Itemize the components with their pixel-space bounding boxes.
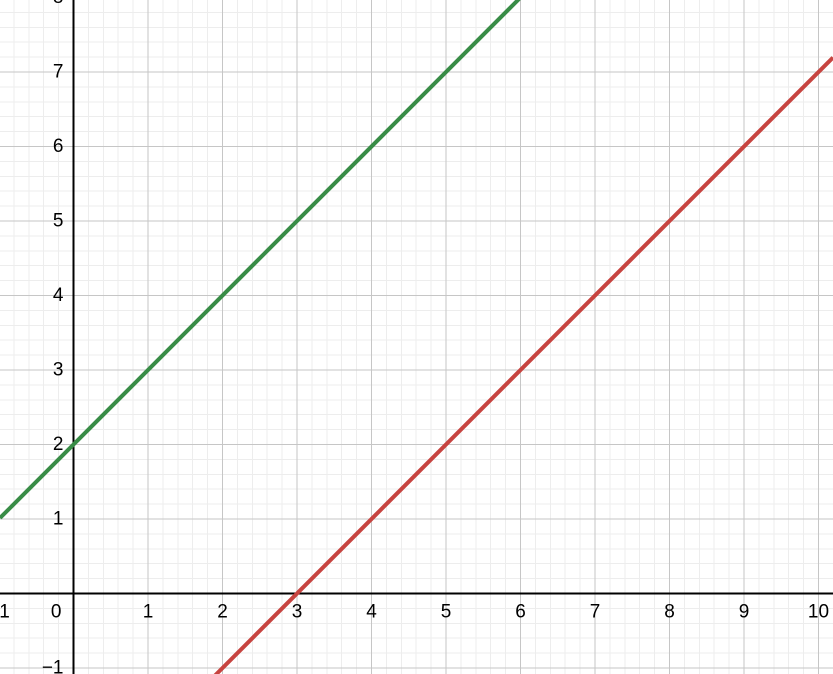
- x-tick-label: 1: [143, 602, 154, 623]
- y-tick-label: 8: [53, 0, 64, 8]
- x-tick-label: 7: [590, 602, 601, 623]
- y-tick-label: 7: [53, 61, 64, 82]
- x-tick-label: 5: [441, 602, 452, 623]
- y-tick-label: 1: [53, 509, 64, 530]
- x-tick-label: −1: [0, 602, 10, 623]
- x-tick-label: 4: [366, 602, 377, 623]
- y-tick-label: −1: [42, 658, 64, 674]
- function-green-line[interactable]: [0, 0, 833, 520]
- x-tick-label: 8: [664, 602, 675, 623]
- x-tick-label: 9: [739, 602, 750, 623]
- y-tick-label: 2: [53, 434, 64, 455]
- y-tick-label: 3: [53, 360, 64, 381]
- y-tick-labels: −1 1 2 3 4 5 6 7 8: [42, 0, 64, 674]
- x-tick-label: 3: [292, 602, 303, 623]
- y-tick-label: 4: [53, 285, 64, 306]
- y-tick-label: 6: [53, 136, 64, 157]
- x-tick-label: 10: [808, 602, 829, 623]
- function-red-line[interactable]: [0, 56, 833, 674]
- x-tick-label: 0: [51, 602, 62, 623]
- y-tick-label: 5: [53, 210, 64, 231]
- x-tick-label: 2: [217, 602, 228, 623]
- x-tick-label: 6: [515, 602, 526, 623]
- x-tick-labels: −1 0 1 2 3 4 5 6 7 8 9 10: [0, 602, 829, 623]
